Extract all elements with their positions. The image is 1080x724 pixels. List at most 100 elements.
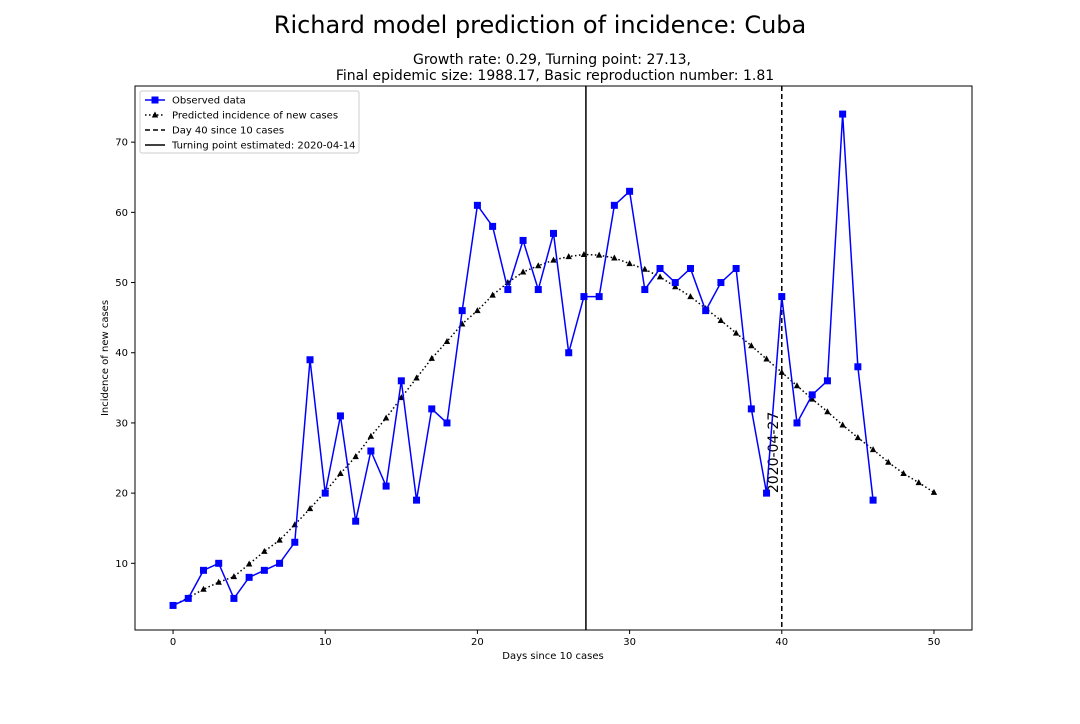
observed-point (839, 110, 847, 118)
predicted-point (778, 368, 785, 375)
observed-point (534, 286, 542, 294)
observed-point (641, 286, 649, 294)
predicted-point (276, 536, 283, 543)
observed-point (626, 187, 634, 195)
predicted-point (382, 414, 390, 421)
observed-point (595, 293, 603, 301)
predicted-point (748, 342, 755, 349)
predicted-point (550, 256, 557, 263)
observed-point (550, 229, 557, 237)
vline-date-annotation: 2020-04-27 (766, 412, 782, 493)
y-axis-label: Incidence of new cases (100, 300, 111, 416)
observed-point (869, 496, 877, 504)
plot-frame (134, 85, 973, 631)
predicted-point (215, 578, 222, 585)
predicted-point (261, 547, 268, 554)
data-series (169, 110, 938, 609)
legend-marker-observed (151, 96, 159, 104)
predicted-point (809, 395, 816, 402)
observed-point (428, 405, 436, 413)
predicted-point (580, 250, 588, 257)
predicted-point (869, 446, 877, 453)
observed-point (215, 559, 223, 567)
observed-point (854, 363, 862, 371)
observed-point (306, 356, 314, 364)
predicted-point (687, 293, 694, 300)
legend-label: Observed data (172, 96, 246, 107)
observed-point (504, 286, 512, 294)
predicted-point (443, 338, 451, 345)
predicted-point (489, 291, 496, 298)
predicted-point (763, 355, 770, 362)
observed-point (443, 419, 451, 427)
predicted-point (337, 469, 344, 476)
observed-point (276, 559, 284, 567)
y-tick-label: 60 (115, 208, 128, 219)
predicted-point (915, 479, 922, 486)
predicted-point (839, 421, 846, 428)
predicted-point (793, 382, 801, 389)
predicted-point (900, 469, 907, 476)
chart-suptitle: Richard model prediction of incidence: C… (274, 11, 806, 39)
legend-label: Predicted incidence of new cases (172, 111, 338, 122)
predicted-point (732, 329, 740, 336)
observed-point (413, 496, 421, 504)
observed-point (291, 538, 299, 546)
observed-point (352, 517, 360, 525)
observed-point (580, 293, 588, 301)
predicted-point (200, 585, 207, 592)
predicted-point (352, 453, 359, 460)
observed-point (260, 566, 268, 574)
observed-point (245, 573, 253, 581)
observed-point (382, 482, 390, 490)
predicted-point (595, 251, 603, 258)
observed-point (565, 349, 573, 357)
x-tick-label: 10 (319, 637, 332, 648)
observed-point (793, 419, 801, 427)
observed-point (702, 307, 710, 315)
observed-point (321, 489, 329, 497)
observed-point (367, 447, 375, 455)
observed-point (778, 293, 786, 301)
y-tick-label: 50 (115, 278, 128, 289)
chart-subtitle-line1: Growth rate: 0.29, Turning point: 27.13, (413, 52, 691, 68)
predicted-point (519, 268, 527, 275)
observed-point (489, 222, 497, 230)
predicted-point (854, 434, 862, 441)
predicted-point (717, 316, 725, 323)
observed-point (169, 601, 177, 609)
predicted-point (885, 458, 892, 465)
predicted-point (535, 262, 542, 269)
predicted-point (930, 488, 938, 495)
x-tick-label: 0 (170, 637, 176, 648)
observed-point (717, 279, 725, 287)
observed-point (458, 307, 466, 315)
observed-point (519, 236, 527, 244)
observed-point (808, 391, 816, 399)
predicted-point (611, 254, 618, 261)
observed-point (184, 594, 192, 602)
predicted-point (672, 283, 679, 290)
predicted-point (413, 374, 420, 381)
legend-label: Day 40 since 10 cases (172, 126, 284, 137)
y-tick-label: 40 (115, 348, 128, 359)
predicted-point (428, 354, 435, 361)
reference-lines: 2020-04-27 (585, 86, 783, 630)
y-tick-label: 70 (115, 138, 128, 149)
observed-point (686, 265, 694, 273)
legend-marker-predicted (151, 111, 159, 118)
predicted-point (565, 253, 572, 260)
plot-area (135, 86, 972, 630)
predicted-point (656, 273, 664, 280)
predicted-point (474, 307, 481, 314)
axis-ticks: 0 10 20 30 40 50 10 20 30 40 50 60 70 (115, 138, 940, 648)
x-tick-label: 40 (775, 637, 788, 648)
observed-point (732, 265, 740, 273)
legend-label: Turning point estimated: 2020-04-14 (171, 141, 356, 152)
predicted-point (367, 432, 375, 439)
observed-point (199, 566, 207, 574)
x-axis-label: Days since 10 cases (502, 651, 603, 662)
observed-point (671, 279, 679, 287)
